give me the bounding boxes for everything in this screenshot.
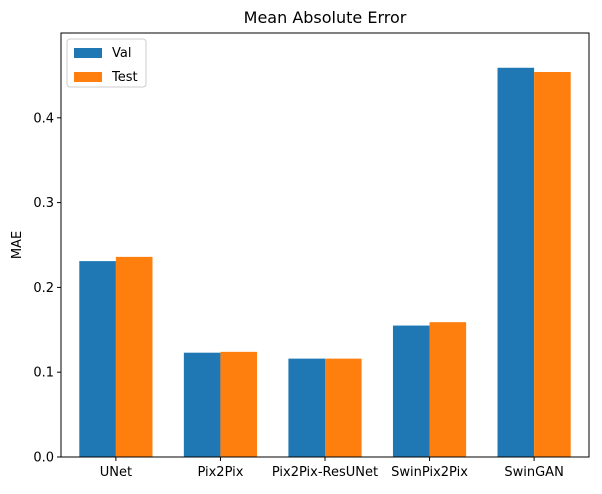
legend-swatch-test bbox=[74, 72, 102, 82]
bar-val-unet bbox=[79, 261, 116, 457]
bar-test-swingan bbox=[534, 72, 571, 458]
chart-title: Mean Absolute Error bbox=[244, 8, 407, 27]
y-axis-label: MAE bbox=[10, 231, 25, 259]
legend-label-test: Test bbox=[111, 70, 138, 85]
x-tick-label: UNet bbox=[100, 465, 132, 480]
bar-val-swinpix2pix bbox=[392, 325, 430, 457]
legend-swatch-val bbox=[74, 48, 102, 58]
legend-label-val: Val bbox=[112, 46, 131, 61]
x-tick-label: Pix2Pix bbox=[197, 465, 243, 480]
bar-test-pix2pix bbox=[220, 351, 258, 457]
y-tick-label: 0.4 bbox=[33, 111, 54, 126]
x-tick-label: Pix2Pix-ResUNet bbox=[272, 465, 378, 480]
y-tick-label: 0.0 bbox=[33, 451, 54, 466]
bar-val-swingan bbox=[497, 67, 535, 457]
y-axis: 0.0 0.1 0.2 0.3 0.4 bbox=[33, 111, 61, 466]
bars-layer bbox=[79, 67, 571, 458]
legend: Val Test bbox=[66, 38, 147, 88]
plot-frame bbox=[60, 32, 590, 458]
bar-test-pix2pix-resunet bbox=[325, 358, 362, 457]
y-tick-label: 0.2 bbox=[33, 281, 54, 296]
x-axis: UNet Pix2Pix Pix2Pix-ResUNet SwinPix2Pix Swi… bbox=[100, 457, 564, 480]
bar-val-pix2pix-resunet bbox=[288, 358, 325, 457]
y-tick-label: 0.1 bbox=[33, 366, 54, 381]
x-tick-label: SwinPix2Pix bbox=[391, 465, 468, 480]
bar-test-unet bbox=[115, 256, 153, 457]
y-tick-label: 0.3 bbox=[33, 196, 54, 211]
bar-test-swinpix2pix bbox=[429, 322, 467, 457]
x-tick-label: SwinGAN bbox=[504, 465, 563, 480]
bar-val-pix2pix bbox=[183, 352, 221, 457]
